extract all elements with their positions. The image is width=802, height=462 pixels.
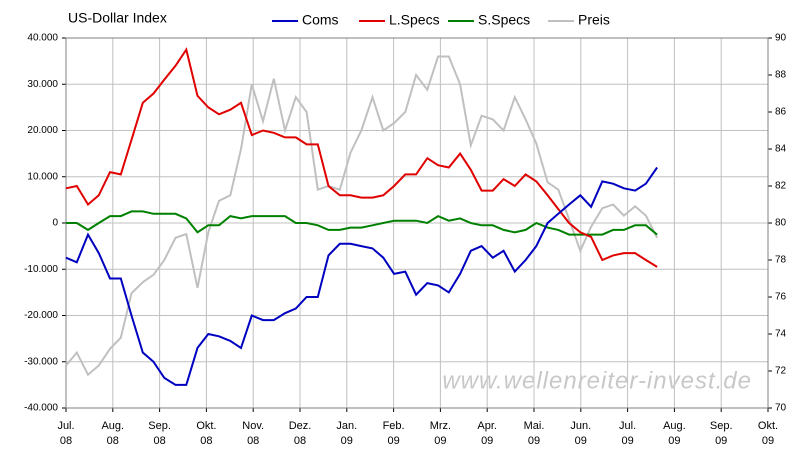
x-tick-label: 09	[575, 435, 587, 447]
x-tick-label: Aug.	[663, 420, 686, 432]
x-tick-label: Jul.	[57, 420, 74, 432]
x-tick-label: Jan.	[336, 420, 357, 432]
chart-title: US-Dollar Index	[68, 10, 167, 26]
series-line	[66, 210, 658, 236]
x-tick-label: Okt.	[196, 420, 216, 432]
x-tick-label: Apr.	[477, 420, 497, 432]
y2-tick-label: 78	[775, 255, 787, 266]
x-tick-label: Sep.	[148, 420, 171, 432]
x-tick-label: Dez.	[289, 420, 312, 432]
y-tick-label: -10.000	[24, 264, 58, 275]
series-line	[65, 55, 658, 377]
y2-tick-label: 70	[775, 403, 787, 414]
x-tick-label: 09	[762, 435, 774, 447]
legend-label: Preis	[578, 12, 610, 28]
x-tick-label: Mrz.	[430, 420, 451, 432]
x-tick-label: 09	[481, 435, 493, 447]
x-tick-label: Nov.	[242, 420, 264, 432]
y-tick-label: -30.000	[24, 356, 58, 367]
y2-tick-label: 86	[775, 107, 787, 118]
x-tick-label: 08	[200, 435, 212, 447]
x-tick-label: Jun.	[570, 420, 591, 432]
y2-tick-label: 84	[775, 144, 787, 155]
y2-tick-label: 74	[775, 329, 787, 340]
x-tick-label: 08	[247, 435, 259, 447]
x-tick-label: 09	[434, 435, 446, 447]
x-tick-label: Mai.	[524, 420, 545, 432]
y2-tick-label: 76	[775, 292, 787, 303]
x-tick-label: 09	[387, 435, 399, 447]
x-tick-label: 09	[668, 435, 680, 447]
x-tick-label: 09	[341, 435, 353, 447]
x-tick-label: Sep.	[710, 420, 733, 432]
x-tick-label: Okt.	[758, 420, 778, 432]
y-tick-label: 40.000	[27, 33, 58, 44]
y2-tick-label: 80	[775, 218, 787, 229]
x-tick-label: 08	[60, 435, 72, 447]
x-tick-label: Jul.	[619, 420, 636, 432]
series-line	[65, 166, 658, 386]
legend-label: S.Specs	[478, 12, 530, 28]
watermark: www.wellenreiter-invest.de	[442, 367, 752, 394]
legend-label: Coms	[302, 12, 339, 28]
x-tick-label: 09	[528, 435, 540, 447]
y-tick-label: 0	[52, 218, 58, 229]
y2-tick-label: 72	[775, 366, 787, 377]
y-tick-label: 10.000	[27, 171, 58, 182]
y-tick-label: 20.000	[27, 125, 58, 136]
x-tick-label: 09	[715, 435, 727, 447]
y-tick-label: -40.000	[24, 403, 58, 414]
legend-label: L.Specs	[389, 12, 440, 28]
y2-tick-label: 88	[775, 70, 787, 81]
x-tick-label: 09	[621, 435, 633, 447]
x-tick-label: Aug.	[101, 420, 124, 432]
x-tick-label: Feb.	[383, 420, 405, 432]
y2-tick-label: 90	[775, 33, 787, 44]
series-line	[65, 47, 658, 268]
x-tick-label: 08	[107, 435, 119, 447]
y2-tick-label: 82	[775, 181, 787, 192]
y-tick-label: -20.000	[24, 310, 58, 321]
y-tick-label: 30.000	[27, 79, 58, 90]
x-tick-label: 08	[153, 435, 165, 447]
x-tick-label: 08	[294, 435, 306, 447]
